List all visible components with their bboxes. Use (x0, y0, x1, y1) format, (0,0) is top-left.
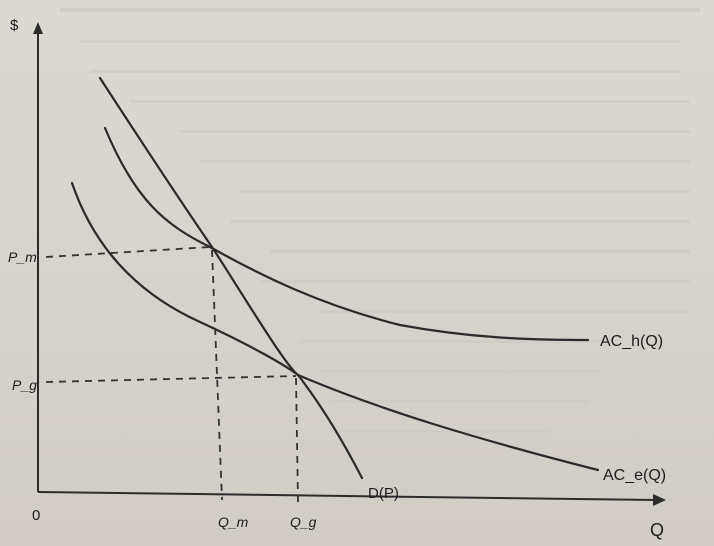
x-axis-label: Q (650, 520, 664, 540)
qg-vertical-guide (295, 377, 299, 503)
x-axis-arrow-icon (653, 494, 666, 506)
y-axis-arrow-icon (33, 22, 43, 34)
ac-e-curve (70, 181, 600, 472)
price-pm-label: P_m (8, 249, 37, 265)
pm-horizontal-guide (45, 246, 211, 258)
quantity-qg-label: Q_g (290, 514, 317, 530)
bleed-through-texture (60, 8, 700, 433)
qm-vertical-guide (211, 249, 223, 501)
price-pg-label: P_g (12, 377, 37, 393)
quantity-qm-label: Q_m (218, 514, 249, 530)
origin-label: 0 (32, 507, 40, 524)
x-axis (37, 491, 657, 501)
demand-curve (98, 76, 364, 480)
ac-h-curve (103, 126, 590, 342)
pg-horizontal-guide (45, 375, 297, 383)
demand-label: D(P) (368, 485, 399, 502)
ac-h-label: AC_h(Q) (600, 333, 663, 350)
ac-e-label: AC_e(Q) (603, 467, 666, 484)
y-axis-label: $ (10, 17, 19, 34)
